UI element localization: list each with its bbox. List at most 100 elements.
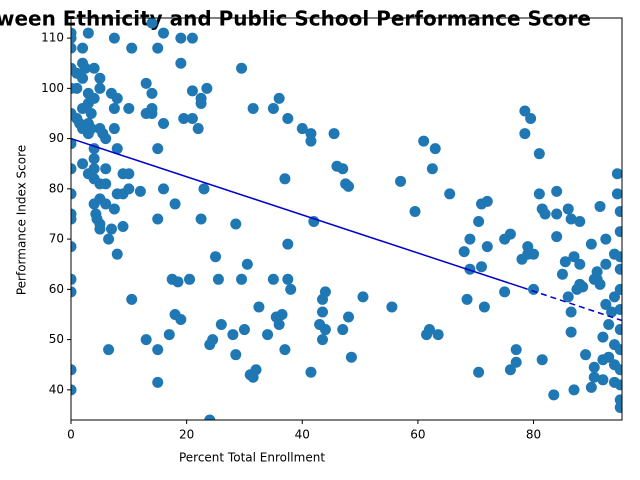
point xyxy=(146,18,158,29)
point xyxy=(71,163,77,175)
y-tick-label: 90 xyxy=(49,131,64,145)
point xyxy=(88,62,100,74)
point xyxy=(262,329,274,341)
point xyxy=(418,135,430,147)
point xyxy=(565,326,577,338)
x-tick-label: 0 xyxy=(67,428,75,442)
point xyxy=(227,329,239,341)
point xyxy=(525,113,537,124)
point xyxy=(282,113,294,124)
y-tick-label: 40 xyxy=(49,382,64,396)
point xyxy=(186,85,198,97)
point xyxy=(146,107,158,119)
point xyxy=(504,228,516,240)
trend-line xyxy=(521,286,623,322)
point xyxy=(71,273,77,285)
point xyxy=(568,384,580,396)
point xyxy=(172,276,184,288)
plot-frame xyxy=(70,17,623,421)
point xyxy=(85,107,97,119)
point xyxy=(94,223,106,235)
point xyxy=(481,195,493,207)
point xyxy=(478,301,490,313)
point xyxy=(105,223,117,235)
point xyxy=(476,261,488,273)
point xyxy=(71,286,77,298)
point xyxy=(536,354,548,366)
point xyxy=(600,298,612,310)
point xyxy=(273,319,285,331)
point xyxy=(94,72,106,84)
point xyxy=(158,27,170,39)
point xyxy=(510,356,522,368)
point xyxy=(585,238,597,250)
y-tick-label: 80 xyxy=(49,181,64,195)
point xyxy=(152,376,164,388)
x-tick-label: 60 xyxy=(410,428,425,442)
point xyxy=(126,293,138,305)
point xyxy=(319,324,331,336)
point xyxy=(108,123,120,135)
point xyxy=(574,216,586,228)
point xyxy=(103,344,115,356)
point xyxy=(519,105,531,117)
point xyxy=(423,324,435,336)
point xyxy=(426,163,438,175)
point xyxy=(253,301,265,313)
point xyxy=(568,251,580,263)
y-tick-label: 50 xyxy=(49,332,64,346)
point xyxy=(71,82,83,94)
point xyxy=(88,92,100,104)
point xyxy=(71,241,77,253)
point xyxy=(71,364,77,376)
y-tick-label: 60 xyxy=(49,282,64,296)
point xyxy=(71,32,77,44)
point xyxy=(614,344,622,356)
trend-line xyxy=(70,137,523,289)
point xyxy=(146,87,158,99)
point xyxy=(328,128,340,140)
point xyxy=(158,183,170,195)
point xyxy=(192,123,204,135)
point xyxy=(614,283,622,295)
point xyxy=(100,133,112,145)
point xyxy=(71,42,77,54)
point xyxy=(614,263,622,275)
point xyxy=(565,306,577,318)
point xyxy=(296,123,308,135)
y-tick-label: 70 xyxy=(49,232,64,246)
point xyxy=(337,163,349,175)
x-tick-label: 40 xyxy=(295,428,310,442)
point xyxy=(250,364,262,376)
point xyxy=(510,344,522,356)
y-tick-label: 110 xyxy=(41,31,64,45)
point xyxy=(614,205,622,217)
point xyxy=(276,308,288,320)
point xyxy=(580,349,592,361)
point xyxy=(386,301,398,313)
x-axis-label: Percent Total Enrollment xyxy=(179,451,325,465)
point xyxy=(565,213,577,225)
point xyxy=(88,153,100,165)
point xyxy=(123,102,135,114)
point xyxy=(100,198,112,210)
point xyxy=(464,233,476,245)
point xyxy=(585,381,597,393)
point xyxy=(215,319,227,331)
point xyxy=(614,303,622,315)
point xyxy=(236,62,248,74)
point xyxy=(528,283,540,295)
point xyxy=(140,77,152,89)
point xyxy=(71,384,77,396)
point xyxy=(201,82,213,94)
point xyxy=(611,168,622,180)
point xyxy=(614,379,622,391)
point xyxy=(603,351,615,363)
point xyxy=(186,113,198,124)
point xyxy=(577,281,589,293)
point xyxy=(533,188,545,200)
point xyxy=(345,351,357,363)
point xyxy=(600,258,612,270)
